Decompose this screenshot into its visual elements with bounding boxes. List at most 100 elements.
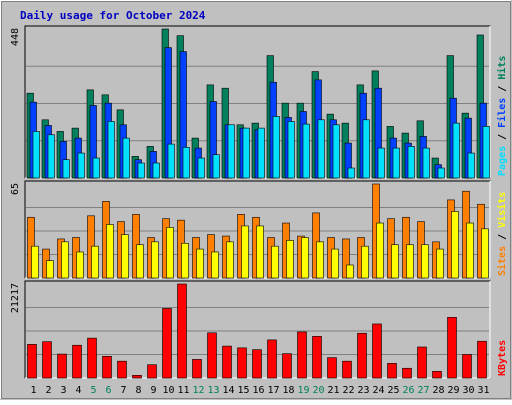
x-tick-day-5: 5 bbox=[90, 385, 96, 396]
bar-kbytes-day-18 bbox=[282, 353, 292, 379]
chart-title: Daily usage for October 2024 bbox=[20, 9, 206, 22]
x-tick-day-18: 18 bbox=[282, 385, 294, 396]
bar-pages-day-23 bbox=[362, 119, 370, 179]
panels-group: 448 Pages / Files / Hits 65 Sites / Visits 2… bbox=[10, 25, 508, 379]
bar-kbytes-day-13 bbox=[207, 332, 217, 379]
bar-pages-day-1 bbox=[32, 131, 40, 179]
bar-sites-day-17 bbox=[271, 245, 279, 279]
bar-pages-day-31 bbox=[482, 126, 490, 179]
bar-pages-day-12 bbox=[197, 157, 205, 179]
bar-pages-day-5 bbox=[92, 157, 100, 179]
bar-kbytes-day-9 bbox=[147, 364, 157, 379]
bar-sites-day-23 bbox=[361, 245, 369, 279]
bar-sites-day-8 bbox=[136, 244, 144, 279]
series-kbytes bbox=[27, 283, 487, 379]
bar-pages-day-7 bbox=[122, 137, 130, 179]
panel-kbytes: 21217 KBytes bbox=[10, 280, 508, 379]
x-tick-day-1: 1 bbox=[30, 385, 36, 396]
x-tick-day-19: 19 bbox=[297, 385, 309, 396]
bar-pages-day-4 bbox=[77, 152, 85, 179]
bar-kbytes-day-4 bbox=[72, 344, 82, 379]
x-tick-day-15: 15 bbox=[237, 385, 249, 396]
bar-sites-day-31 bbox=[481, 228, 489, 279]
legend-separator: / bbox=[497, 80, 508, 98]
bar-kbytes-day-8 bbox=[132, 375, 142, 379]
bar-sites-day-1 bbox=[31, 245, 39, 279]
bar-pages-day-30 bbox=[467, 152, 475, 179]
x-tick-day-29: 29 bbox=[447, 385, 459, 396]
bar-pages-day-17 bbox=[272, 116, 280, 179]
x-tick-day-16: 16 bbox=[252, 385, 264, 396]
legend-entry: Visits bbox=[496, 192, 508, 228]
bar-sites-day-24 bbox=[376, 222, 384, 279]
x-tick-day-27: 27 bbox=[417, 385, 429, 396]
bar-kbytes-day-29 bbox=[447, 317, 457, 379]
x-tick-day-21: 21 bbox=[327, 385, 339, 396]
bar-sites-day-12 bbox=[196, 248, 204, 279]
bar-kbytes-day-23 bbox=[357, 332, 367, 379]
bar-kbytes-day-21 bbox=[327, 357, 337, 379]
bar-kbytes-day-30 bbox=[462, 354, 472, 379]
bar-kbytes-day-17 bbox=[267, 339, 277, 379]
bar-pages-day-27 bbox=[422, 147, 430, 179]
bar-pages-day-26 bbox=[407, 146, 415, 179]
x-tick-day-3: 3 bbox=[60, 385, 66, 396]
legend-entry: Hits bbox=[496, 56, 508, 80]
bar-sites-day-30 bbox=[466, 222, 474, 279]
x-tick-day-6: 6 bbox=[105, 385, 111, 396]
x-tick-day-14: 14 bbox=[222, 385, 234, 396]
y-max-label: 448 bbox=[10, 28, 21, 46]
bar-kbytes-day-11 bbox=[177, 283, 187, 379]
right-legend-label: KBytes bbox=[497, 340, 508, 376]
legend-separator: / bbox=[497, 128, 508, 146]
bar-sites-day-18 bbox=[286, 240, 294, 279]
bar-sites-day-4 bbox=[76, 251, 84, 279]
bar-sites-day-3 bbox=[61, 241, 69, 279]
bar-sites-day-9 bbox=[151, 241, 159, 279]
series-visits bbox=[27, 183, 485, 279]
bar-kbytes-day-5 bbox=[87, 337, 97, 379]
right-legend-label: Sites / Visits bbox=[496, 192, 508, 276]
x-tick-day-24: 24 bbox=[372, 385, 384, 396]
legend-entry: Files bbox=[496, 98, 508, 128]
bar-pages-day-11 bbox=[182, 147, 190, 179]
series-pages bbox=[32, 116, 490, 179]
bar-kbytes-day-14 bbox=[222, 345, 232, 379]
bar-sites-day-25 bbox=[391, 244, 399, 279]
bar-sites-day-11 bbox=[181, 242, 189, 279]
bar-pages-day-16 bbox=[257, 127, 265, 179]
bar-kbytes-day-28 bbox=[432, 371, 442, 379]
bar-visits-day-22 bbox=[342, 238, 350, 279]
bar-kbytes-day-10 bbox=[162, 308, 172, 379]
bar-pages-day-2 bbox=[47, 134, 55, 179]
bar-pages-day-8 bbox=[137, 162, 145, 179]
x-tick-day-20: 20 bbox=[312, 385, 324, 396]
y-max-label: 21217 bbox=[10, 283, 21, 313]
bar-sites-day-5 bbox=[91, 245, 99, 279]
bar-kbytes-day-19 bbox=[297, 331, 307, 379]
right-legend-label: Pages / Files / Hits bbox=[496, 56, 508, 176]
bar-pages-day-29 bbox=[452, 122, 460, 179]
bar-sites-day-16 bbox=[256, 225, 264, 279]
x-tick-day-28: 28 bbox=[432, 385, 444, 396]
bar-pages-day-22 bbox=[347, 167, 355, 179]
x-axis-labels: 1 2 3 4 5 6 7 8 9 10 11 12 13 14 15 16 17 18 19 20 21 22 23 24 2… bbox=[30, 385, 489, 396]
bar-sites-day-29 bbox=[451, 211, 459, 279]
series-sites bbox=[31, 211, 489, 279]
bar-pages-day-13 bbox=[212, 154, 220, 179]
bar-pages-day-19 bbox=[302, 123, 310, 179]
bar-kbytes-day-27 bbox=[417, 346, 427, 379]
bar-kbytes-day-22 bbox=[342, 360, 352, 379]
x-tick-day-25: 25 bbox=[387, 385, 399, 396]
x-tick-day-23: 23 bbox=[357, 385, 369, 396]
bar-pages-day-28 bbox=[437, 167, 445, 179]
bar-pages-day-9 bbox=[152, 162, 160, 179]
legend-entry: Pages bbox=[497, 146, 508, 176]
outer-frame-dark-edge bbox=[1, 1, 511, 399]
x-tick-day-26: 26 bbox=[402, 385, 414, 396]
bar-pages-day-21 bbox=[332, 124, 340, 179]
bar-kbytes-day-25 bbox=[387, 363, 397, 379]
bar-sites-day-27 bbox=[421, 244, 429, 279]
